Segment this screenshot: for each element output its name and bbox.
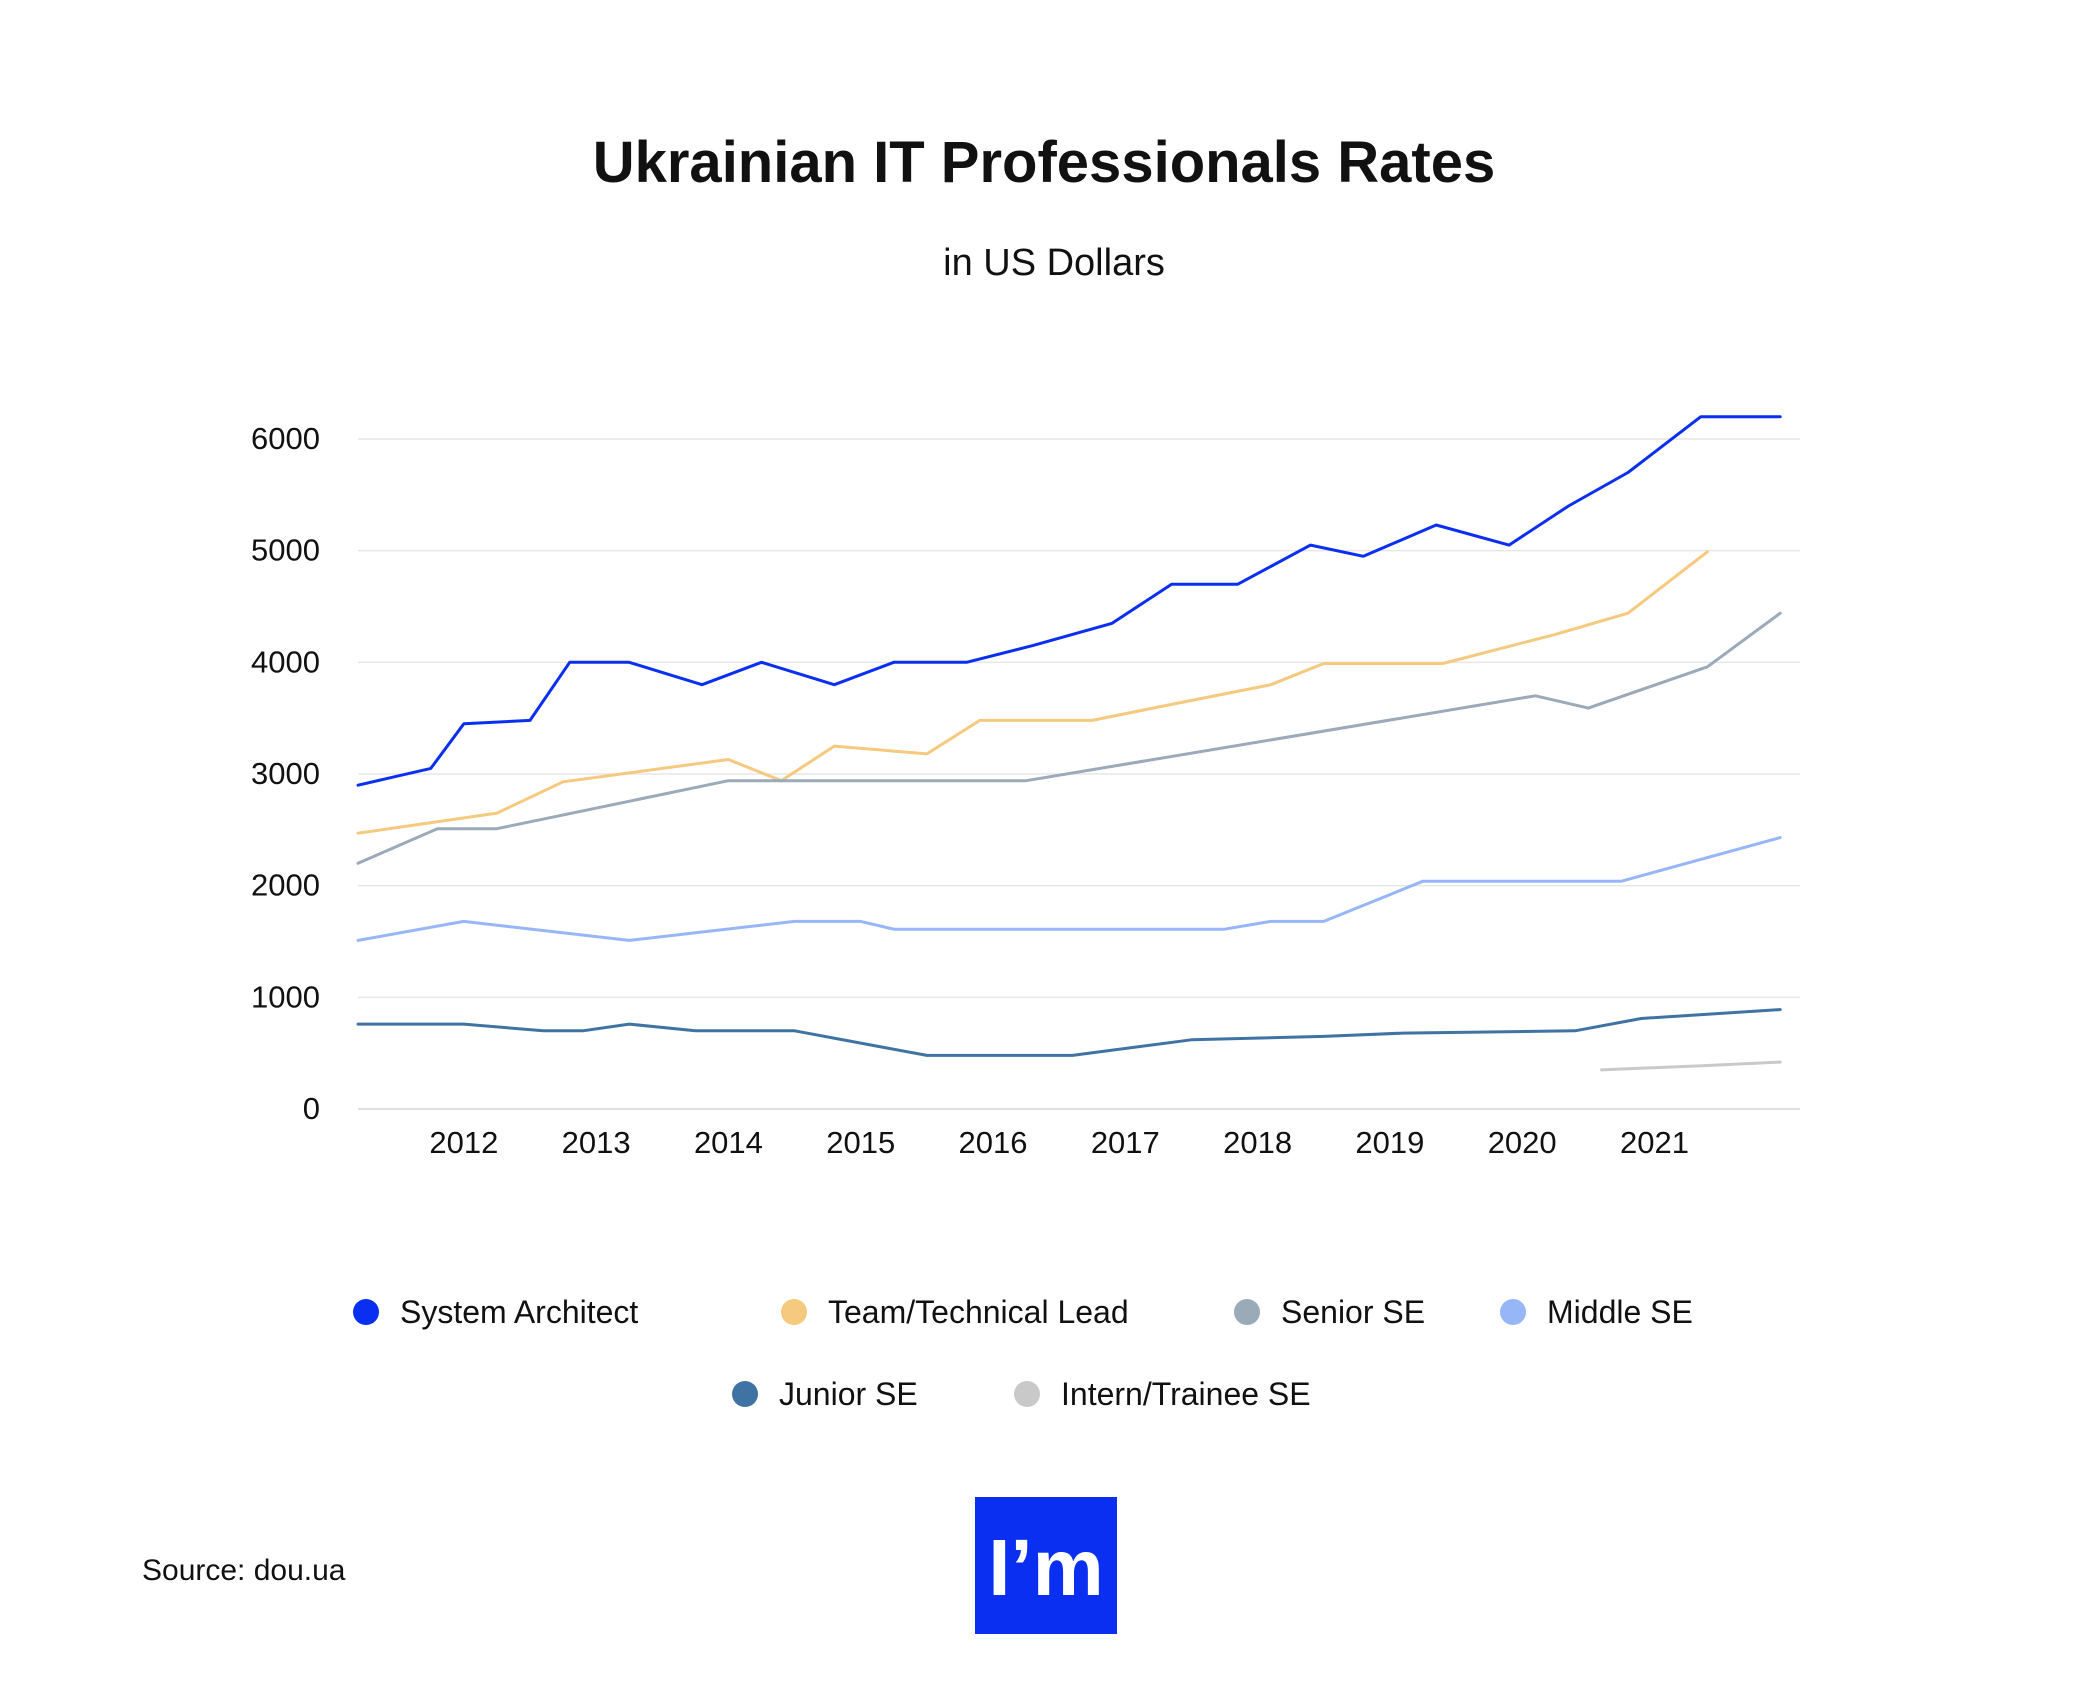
x-tick-label: 2016 [959, 1125, 1028, 1160]
x-tick-label: 2012 [429, 1125, 498, 1160]
grid-lines [358, 438, 1800, 1110]
y-tick-label: 6000 [251, 421, 320, 456]
legend-label: Middle SE [1547, 1294, 1693, 1330]
series-line-4 [356, 1008, 1782, 1057]
legend: System Architect Team/Technical Lead Senio… [353, 1294, 1693, 1412]
legend-label: Intern/Trainee SE [1061, 1376, 1311, 1412]
chart-title: Ukrainian IT Professionals Rates [593, 130, 1496, 195]
series-line-1 [356, 550, 1709, 835]
x-tick-label: 2020 [1488, 1125, 1557, 1160]
y-tick-label: 4000 [251, 644, 320, 679]
chart-subtitle: in US Dollars [943, 242, 1165, 284]
legend-marker [732, 1381, 758, 1407]
legend-marker [781, 1299, 807, 1325]
legend-marker [1234, 1299, 1260, 1325]
series-line-5 [1600, 1060, 1782, 1072]
series-line-2 [356, 611, 1782, 865]
brand-logo: I’m [975, 1497, 1117, 1634]
source-note: Source: dou.ua [142, 1554, 346, 1587]
x-tick-label: 2015 [826, 1125, 895, 1160]
logo-text: I’m [988, 1523, 1104, 1612]
logo-background [975, 1497, 1117, 1634]
legend-label: Senior SE [1281, 1294, 1425, 1330]
x-tick-label: 2017 [1091, 1125, 1160, 1160]
legend-label: System Architect [400, 1294, 638, 1330]
y-axis-ticks: 0 1000 2000 3000 4000 5000 6000 [251, 421, 320, 1126]
y-tick-label: 5000 [251, 533, 320, 568]
legend-label: Team/Technical Lead [828, 1294, 1129, 1330]
legend-label: Junior SE [779, 1376, 918, 1412]
series-line-3 [356, 836, 1782, 942]
x-tick-label: 2019 [1355, 1125, 1424, 1160]
x-tick-label: 2021 [1620, 1125, 1689, 1160]
legend-marker [1014, 1381, 1040, 1407]
y-tick-label: 2000 [251, 868, 320, 903]
series-line-0 [356, 415, 1782, 787]
legend-marker [353, 1299, 379, 1325]
x-tick-label: 2014 [694, 1125, 763, 1160]
x-tick-label: 2018 [1223, 1125, 1292, 1160]
series-lines [356, 415, 1782, 1072]
y-tick-label: 0 [303, 1091, 320, 1126]
legend-marker [1500, 1299, 1526, 1325]
y-tick-label: 1000 [251, 979, 320, 1014]
y-tick-label: 3000 [251, 756, 320, 791]
x-axis-ticks: 2012 2013 2014 2015 2016 2017 2018 2019 2020 2021 [429, 1125, 1689, 1160]
x-tick-label: 2013 [562, 1125, 631, 1160]
